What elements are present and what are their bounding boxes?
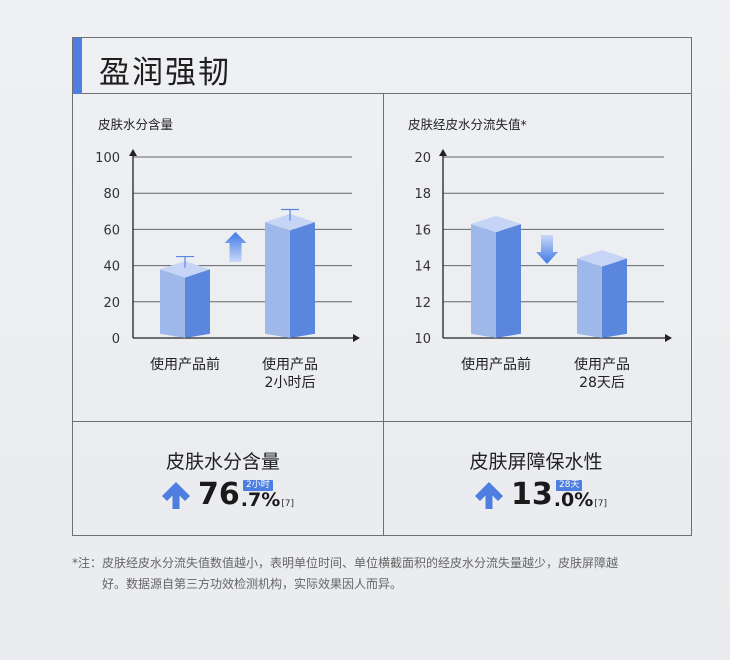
y-tick-label: 60 [103, 223, 120, 238]
x-tick-label: 使用产品前 [461, 356, 531, 373]
x-axis-arrow-icon [665, 334, 672, 342]
stat-title-barrier: 皮肤屏障保水性 [469, 451, 603, 473]
trend-down-arrow-icon [536, 235, 558, 264]
y-tick-label: 0 [112, 332, 120, 347]
title-bar: 盈润强韧 [73, 38, 691, 94]
bar-front-face [577, 258, 602, 338]
footnote-line-2: 好。数据源自第三方功效检测机构，实际效果因人而异。 [102, 577, 403, 591]
footnote: *注： 皮肤经皮水分流失值数值越小，表明单位时间、单位横截面积的经皮水分流失量越… [72, 553, 697, 595]
bar-front-face [265, 222, 290, 338]
y-axis-title: 皮肤经皮水分流失值* [408, 117, 527, 132]
y-tick-label: 18 [414, 187, 431, 202]
x-tick-label: 使用产品 [262, 356, 318, 373]
y-tick-label: 20 [103, 296, 120, 311]
y-tick-label: 16 [414, 223, 431, 238]
stat-time-badge: 2小时 [243, 480, 273, 491]
bar-side-face [185, 269, 210, 338]
stat-number: 76 [198, 477, 240, 512]
y-axis-arrow-icon [129, 149, 137, 156]
stat-title-hydration: 皮肤水分含量 [165, 451, 280, 473]
stat-reference: [7] [281, 499, 294, 509]
vertical-divider [383, 94, 384, 535]
bar-top-face [471, 215, 521, 233]
x-tick-label: 2小时后 [265, 375, 316, 391]
content-panel: 盈润强韧 [72, 37, 692, 536]
x-tick-label: 使用产品前 [150, 356, 220, 373]
footnote-mark: *注： [72, 556, 103, 570]
y-tick-label: 14 [414, 260, 431, 275]
chart-1: 皮肤水分含量 100 80 60 40 20 0 使用产品前 使用产品 2小时后 [95, 117, 360, 391]
x-tick-label: 28天后 [579, 375, 625, 391]
bar-top-face [160, 260, 210, 278]
stat-decimal: .0% [553, 489, 594, 511]
footnote-line-1: 皮肤经皮水分流失值数值越小，表明单位时间、单位横截面积的经皮水分流失量越少，皮肤… [102, 556, 619, 570]
bar-top-face [265, 213, 315, 231]
y-axis-arrow-icon [439, 149, 447, 156]
bar-front-face [160, 269, 185, 338]
x-tick-label: 使用产品 [574, 356, 630, 373]
bar-side-face [602, 258, 627, 338]
bar-top-face [577, 250, 627, 267]
arrow-up-icon [160, 480, 192, 510]
stat-time-badge: 28天 [556, 480, 583, 491]
stat-reference: [7] [594, 499, 607, 509]
title-accent-bar [73, 38, 82, 94]
y-tick-label: 80 [103, 187, 120, 202]
y-tick-label: 20 [414, 151, 431, 166]
page-title: 盈润强韧 [99, 55, 231, 91]
trend-up-arrow-icon [224, 232, 247, 262]
stat-barrier: 13 .0% [7] [473, 480, 607, 510]
stat-decimal: .7% [240, 489, 281, 511]
x-axis-arrow-icon [353, 334, 360, 342]
y-axis-title: 皮肤水分含量 [98, 117, 173, 132]
chart-2: 皮肤经皮水分流失值* 20 18 16 14 12 10 使用产品前 使用产品 28天后 [408, 117, 672, 391]
y-tick-label: 10 [414, 332, 431, 347]
bar-side-face [290, 222, 315, 338]
stat-hydration: 76 .7% [7] [160, 480, 294, 510]
bar-side-face [496, 223, 521, 338]
y-tick-label: 100 [95, 151, 120, 166]
stat-number: 13 [511, 477, 553, 512]
y-tick-label: 40 [103, 260, 120, 275]
arrow-up-icon [473, 480, 505, 510]
horizontal-divider [73, 421, 691, 422]
bar-front-face [471, 223, 496, 338]
y-tick-label: 12 [414, 296, 431, 311]
